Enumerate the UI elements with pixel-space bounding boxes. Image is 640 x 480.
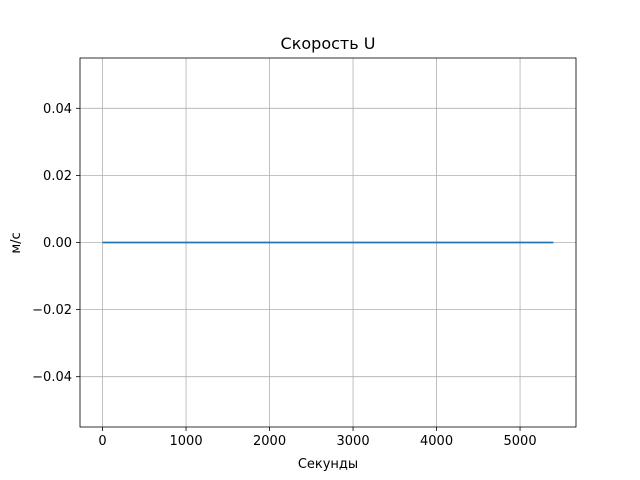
x-tick-label: 2000 [253, 434, 286, 449]
x-tick-label: 0 [98, 434, 106, 449]
ticks: 0 1000 2000 3000 4000 5000 −0.04 −0.02 0.00 0.02 0… [32, 102, 536, 449]
x-tick-label: 4000 [420, 434, 453, 449]
y-tick-label: 0.04 [43, 102, 72, 117]
y-tick-label: −0.04 [32, 370, 72, 385]
chart-title: Скорость U [281, 34, 376, 53]
y-axis-label: м/с [9, 232, 24, 253]
x-tick-label: 1000 [170, 434, 203, 449]
y-tick-label: −0.02 [32, 303, 72, 318]
y-tick-label: 0.02 [43, 169, 72, 184]
y-tick-label: 0.00 [43, 236, 72, 251]
x-axis-label: Секунды [298, 457, 358, 472]
x-tick-label: 3000 [337, 434, 370, 449]
x-tick-label: 5000 [504, 434, 537, 449]
